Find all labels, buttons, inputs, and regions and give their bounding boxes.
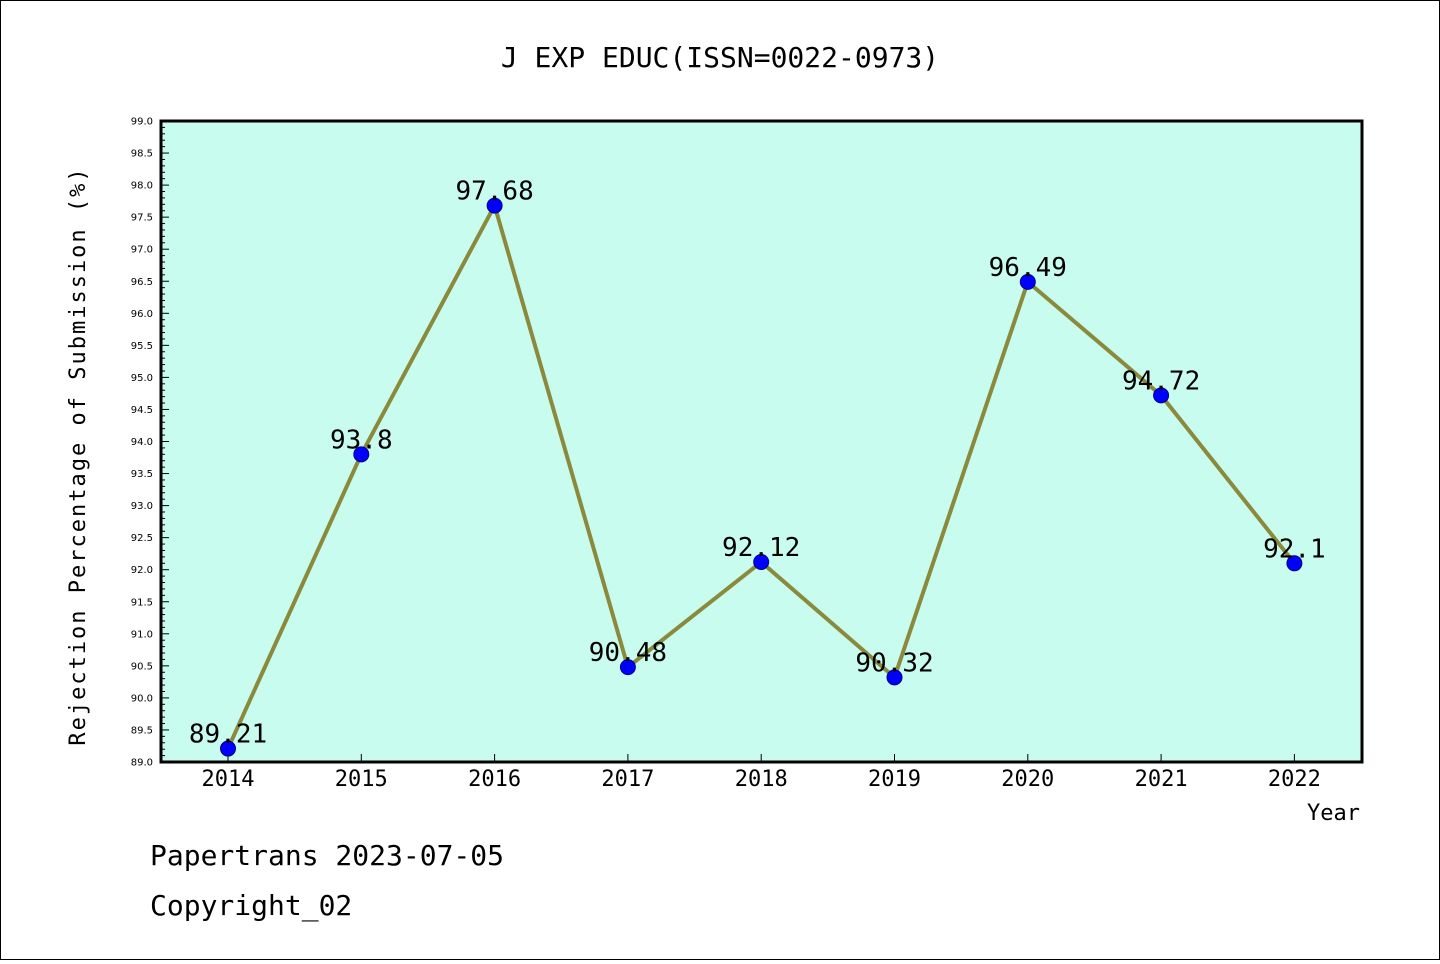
data-label: 96.49 <box>989 253 1067 283</box>
x-axis: 2014 2015 2016 2017 2018 2019 2020 2021 2022 <box>202 754 1321 792</box>
plot-border <box>159 119 1364 764</box>
data-point <box>486 197 503 214</box>
x-tick-label: 2020 <box>1001 767 1054 792</box>
data-point <box>1019 273 1036 290</box>
x-tick-label: 2019 <box>868 767 921 792</box>
y-tick-label: 92.5 <box>131 533 153 544</box>
x-tick-label: 2017 <box>601 767 654 792</box>
x-tick-label: 2022 <box>1268 767 1321 792</box>
y-tick-label: 97.5 <box>131 213 153 224</box>
y-tick-label: 92.0 <box>131 565 153 576</box>
x-tick-label: 2016 <box>468 767 521 792</box>
y-tick-label: 93.0 <box>131 501 153 512</box>
y-tick-label: 96.5 <box>131 277 153 288</box>
data-label: 97.68 <box>455 177 533 207</box>
y-tick-label: 90.0 <box>131 693 153 704</box>
x-tick-label: 2014 <box>202 767 255 792</box>
footer-date: Papertrans 2023-07-05 <box>150 839 504 872</box>
data-point <box>619 659 636 676</box>
data-point <box>1286 555 1303 572</box>
data-point <box>886 669 903 686</box>
x-tick-label: 2015 <box>335 767 388 792</box>
data-label: 90.48 <box>589 638 667 668</box>
y-tick-label: 98.5 <box>131 149 153 160</box>
y-tick-label: 94.0 <box>131 437 153 448</box>
data-point <box>1153 387 1170 404</box>
y-tick-label: 89.5 <box>131 725 153 736</box>
y-tick-label: 99.0 <box>131 117 153 128</box>
y-tick-label: 97.0 <box>131 245 153 256</box>
y-tick-label: 96.0 <box>131 309 153 320</box>
data-label: 90.32 <box>855 648 933 678</box>
x-tick-label: 2018 <box>735 767 788 792</box>
plot-area <box>161 121 1362 762</box>
series-markers <box>220 197 1303 757</box>
data-point <box>353 446 370 463</box>
data-label: 93.8 <box>330 425 393 455</box>
y-axis: 89.0 89.5 90.0 90.5 91.0 91.5 92.0 92.5 93.0 93.5… <box>131 117 169 769</box>
y-tick-label: 90.5 <box>131 661 153 672</box>
footer-copyright: Copyright_02 <box>150 889 352 923</box>
chart-title: J EXP EDUC(ISSN=0022-0973) <box>501 41 939 74</box>
data-labels: 89.21 93.8 97.68 90.48 92.12 90.32 96.49 94.72 9… <box>189 177 1326 750</box>
y-tick-label: 94.5 <box>131 405 153 416</box>
data-point <box>220 740 236 757</box>
data-label: 94.72 <box>1122 366 1200 396</box>
y-tick-label: 89.0 <box>131 758 153 769</box>
data-label: 92.12 <box>722 533 800 563</box>
y-tick-label: 95.0 <box>131 373 153 384</box>
data-label: 92.1 <box>1263 534 1326 564</box>
x-tick-label: 2021 <box>1135 767 1188 792</box>
data-label: 89.21 <box>189 720 267 750</box>
x-axis-label: Year <box>1307 801 1360 826</box>
y-tick-label: 91.0 <box>131 629 153 640</box>
y-axis-label: Rejection Percentage of Submission (%) <box>66 166 91 745</box>
y-tick-label: 95.5 <box>131 341 153 352</box>
y-tick-label: 98.0 <box>131 181 153 192</box>
data-point <box>753 554 770 571</box>
y-tick-label: 91.5 <box>131 597 153 608</box>
y-tick-label: 93.5 <box>131 469 153 480</box>
